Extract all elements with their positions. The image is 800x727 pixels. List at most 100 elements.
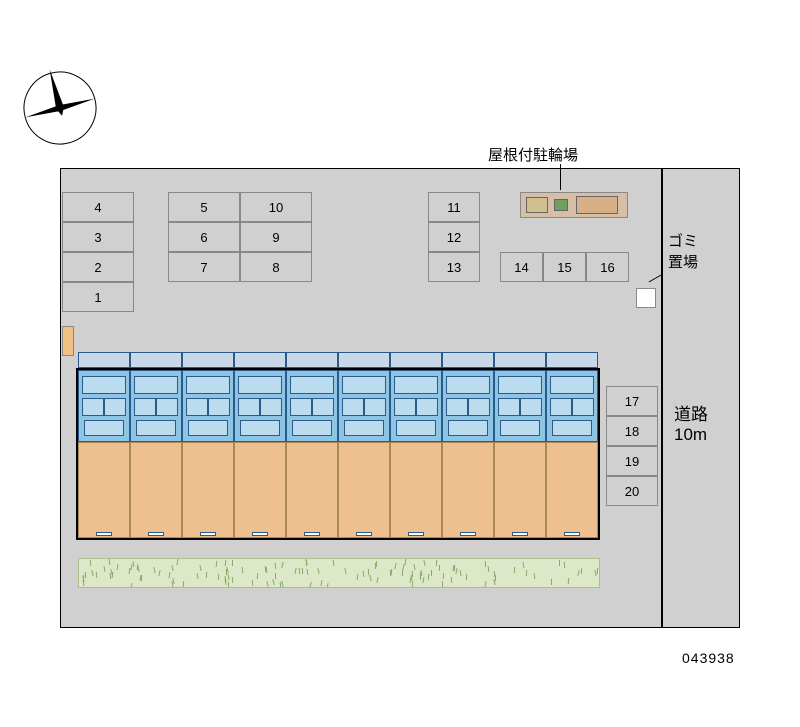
parking-space-10: 10 [240, 192, 312, 222]
parking-space-6: 6 [168, 222, 240, 252]
unit-kitchen [468, 398, 490, 416]
parking-space-8: 8 [240, 252, 312, 282]
unit-wc [134, 398, 156, 416]
unit-balcony-door [356, 532, 372, 536]
unit-entry [390, 352, 442, 368]
parking-space-2: 2 [62, 252, 134, 282]
unit-bath [134, 376, 178, 394]
unit-kitchen [572, 398, 594, 416]
unit-entry [78, 352, 130, 368]
road-label: 道路 10m [674, 400, 708, 445]
parking-space-7: 7 [168, 252, 240, 282]
unit-balcony-door [304, 532, 320, 536]
unit-room-8 [442, 442, 494, 538]
parking-space-9: 9 [240, 222, 312, 252]
compass-icon [15, 63, 105, 153]
unit-room-3 [182, 442, 234, 538]
parking-space-15: 15 [543, 252, 586, 282]
unit-hall [240, 420, 280, 436]
parking-space-19: 19 [606, 446, 658, 476]
parking-space-14: 14 [500, 252, 543, 282]
unit-kitchen [260, 398, 282, 416]
unit-entry [234, 352, 286, 368]
unit-wc [394, 398, 416, 416]
unit-hall [396, 420, 436, 436]
parking-space-11: 11 [428, 192, 480, 222]
unit-room-4 [234, 442, 286, 538]
garbage-label: ゴミ 置場 [668, 230, 698, 272]
unit-entry [286, 352, 338, 368]
parking-space-3: 3 [62, 222, 134, 252]
unit-room-10 [546, 442, 598, 538]
unit-bath [394, 376, 438, 394]
unit-hall [292, 420, 332, 436]
unit-entry [130, 352, 182, 368]
unit-bath [498, 376, 542, 394]
unit-hall [84, 420, 124, 436]
unit-bath [446, 376, 490, 394]
unit-entry [442, 352, 494, 368]
unit-balcony-door [148, 532, 164, 536]
unit-kitchen [208, 398, 230, 416]
unit-kitchen [104, 398, 126, 416]
unit-wc [446, 398, 468, 416]
unit-bath [82, 376, 126, 394]
parking-space-1: 1 [62, 282, 134, 312]
parking-space-5: 5 [168, 192, 240, 222]
site-plan: 屋根付駐輪場ゴミ 置場道路 10m04393843215106978111213… [0, 0, 800, 727]
unit-wc [238, 398, 260, 416]
unit-balcony-door [408, 532, 424, 536]
unit-balcony-door [460, 532, 476, 536]
unit-room-9 [494, 442, 546, 538]
bicycle-parking-label: 屋根付駐輪場 [488, 144, 578, 165]
parking-space-17: 17 [606, 386, 658, 416]
unit-kitchen [520, 398, 542, 416]
parking-space-18: 18 [606, 416, 658, 446]
parking-space-12: 12 [428, 222, 480, 252]
unit-wc [82, 398, 104, 416]
unit-room-5 [286, 442, 338, 538]
garden-strip [78, 558, 600, 588]
unit-wc [290, 398, 312, 416]
parking-space-13: 13 [428, 252, 480, 282]
reference-number: 043938 [682, 650, 735, 666]
unit-hall [344, 420, 384, 436]
unit-wc [342, 398, 364, 416]
unit-kitchen [156, 398, 178, 416]
bicycle-marker [576, 196, 618, 214]
unit-bath [186, 376, 230, 394]
unit-balcony-door [96, 532, 112, 536]
unit-hall [552, 420, 592, 436]
bicycle-leader [560, 164, 561, 190]
unit-wc [186, 398, 208, 416]
unit-kitchen [416, 398, 438, 416]
bicycle-marker [554, 199, 568, 211]
unit-wc [498, 398, 520, 416]
unit-bath [342, 376, 386, 394]
parking-space-4: 4 [62, 192, 134, 222]
unit-balcony-door [200, 532, 216, 536]
unit-room-7 [390, 442, 442, 538]
unit-balcony-door [512, 532, 528, 536]
unit-bath [550, 376, 594, 394]
parking-space-16: 16 [586, 252, 629, 282]
bicycle-marker [526, 197, 548, 213]
unit-hall [188, 420, 228, 436]
unit-hall [448, 420, 488, 436]
unit-balcony-door [564, 532, 580, 536]
unit-entry [494, 352, 546, 368]
unit-bath [238, 376, 282, 394]
unit-kitchen [364, 398, 386, 416]
unit-kitchen [312, 398, 334, 416]
unit-entry [338, 352, 390, 368]
unit-entry [182, 352, 234, 368]
entrance-marker [62, 326, 74, 356]
unit-room-1 [78, 442, 130, 538]
unit-entry [546, 352, 598, 368]
parking-space-20: 20 [606, 476, 658, 506]
unit-hall [500, 420, 540, 436]
unit-room-2 [130, 442, 182, 538]
unit-room-6 [338, 442, 390, 538]
unit-wc [550, 398, 572, 416]
garbage-station [636, 288, 656, 308]
